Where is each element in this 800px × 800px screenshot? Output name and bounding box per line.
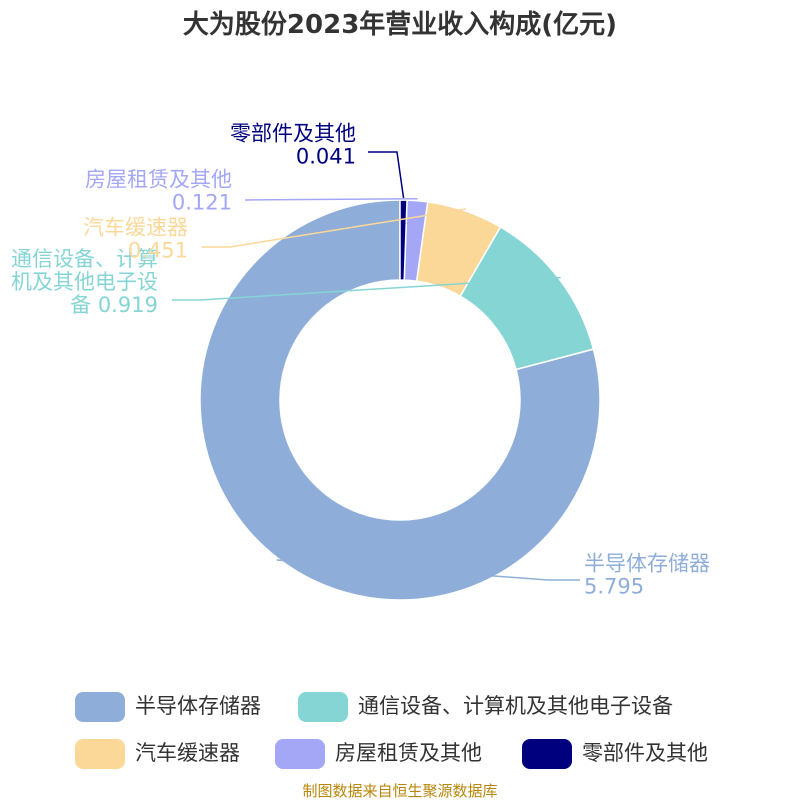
legend-swatch-2 — [75, 739, 125, 769]
slice-label-0: 5.795 — [584, 575, 644, 599]
slice-label-3: 房屋租赁及其他 — [85, 168, 232, 192]
slice-0 — [199, 199, 601, 601]
leader-line-1 — [172, 276, 561, 301]
legend-label-4: 零部件及其他 — [582, 741, 708, 765]
leader-line-2 — [202, 208, 467, 248]
legend-label-1: 通信设备、计算机及其他电子设备 — [358, 694, 673, 718]
slice-label-2: 汽车缓速器 — [83, 216, 188, 240]
slice-label-0: 半导体存储器 — [584, 552, 710, 576]
slice-label-1: 机及其他电子设 — [11, 270, 158, 294]
legend-label-3: 房屋租赁及其他 — [335, 741, 482, 765]
legend-swatch-3 — [275, 739, 325, 769]
slice-label-1: 通信设备、计算 — [11, 247, 158, 271]
slice-label-1: 备 0.919 — [70, 293, 158, 317]
slice-label-2: 0.451 — [128, 239, 188, 263]
legend-swatch-0 — [75, 692, 125, 722]
leader-line-3 — [244, 198, 418, 201]
legend-swatch-1 — [298, 692, 348, 722]
slice-label-4: 0.041 — [296, 145, 356, 169]
legend-label-2: 汽车缓速器 — [135, 741, 240, 765]
leader-line-0 — [276, 559, 580, 581]
donut-slices — [199, 199, 601, 601]
legend-label-0: 半导体存储器 — [135, 694, 261, 718]
source-note: 制图数据来自恒生聚源数据库 — [302, 782, 497, 800]
legend-swatch-4 — [522, 739, 572, 769]
chart-title: 大为股份2023年营业收入构成(亿元) — [183, 9, 617, 40]
slice-label-4: 零部件及其他 — [230, 122, 356, 146]
slice-label-3: 0.121 — [172, 191, 232, 215]
leader-line-4 — [368, 151, 405, 199]
